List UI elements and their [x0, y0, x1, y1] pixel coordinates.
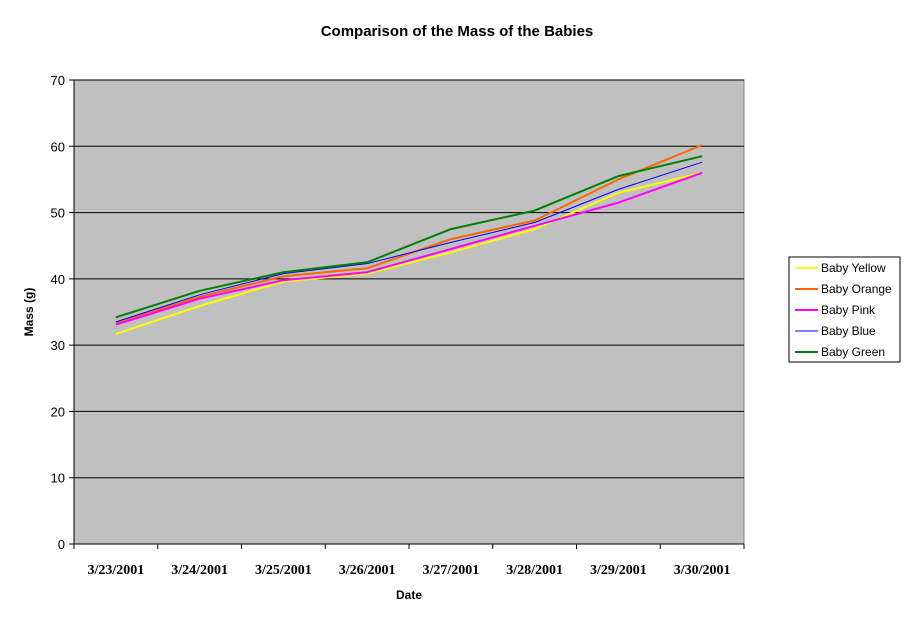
series-line-baby-green	[115, 155, 703, 319]
plot-area	[73, 79, 745, 545]
y-tick-label: 10	[51, 471, 65, 486]
legend-label-baby-yellow: Baby Yellow	[821, 261, 886, 275]
legend-label-baby-pink: Baby Pink	[821, 303, 876, 317]
series-line-baby-orange	[115, 144, 703, 324]
series-line-baby-pink	[115, 171, 703, 326]
x-tick-label: 3/28/2001	[506, 563, 563, 578]
legend-label-baby-blue: Baby Blue	[821, 324, 876, 338]
legend-label-baby-green: Baby Green	[821, 345, 885, 359]
y-tick-label: 60	[51, 139, 65, 154]
y-axis: 0 10 20 30 40 50 60 70	[51, 73, 75, 552]
y-tick-label: 30	[51, 338, 65, 353]
series-line-baby-blue	[115, 161, 703, 323]
x-tick-label: 3/29/2001	[590, 563, 647, 578]
gridlines	[74, 79, 744, 479]
x-tick-label: 3/24/2001	[171, 563, 228, 578]
y-tick-label: 40	[51, 272, 65, 287]
series-line-baby-yellow	[115, 171, 703, 335]
x-tick-label: 3/27/2001	[422, 563, 479, 578]
x-tick-label: 3/25/2001	[255, 563, 312, 578]
y-tick-label: 70	[51, 73, 65, 88]
x-axis-label: Date	[396, 588, 422, 602]
x-tick-label: 3/30/2001	[674, 563, 731, 578]
y-tick-label: 50	[51, 206, 65, 221]
x-tick-label: 3/23/2001	[87, 563, 144, 578]
y-tick-label: 20	[51, 404, 65, 419]
legend: Baby Yellow Baby Orange Baby Pink Baby Blue…	[788, 256, 901, 363]
x-tick-label: 3/26/2001	[339, 563, 396, 578]
y-tick-label: 0	[58, 537, 65, 552]
legend-label-baby-orange: Baby Orange	[821, 282, 892, 296]
legend-items: Baby Yellow Baby Orange Baby Pink Baby Blue…	[795, 261, 892, 359]
chart-title: Comparison of the Mass of the Babies	[321, 23, 594, 40]
x-axis: 3/23/2001 3/24/2001 3/25/2001 3/26/2001 3/27…	[73, 543, 745, 578]
series-lines	[115, 144, 703, 335]
y-axis-label: Mass (g)	[22, 288, 36, 337]
